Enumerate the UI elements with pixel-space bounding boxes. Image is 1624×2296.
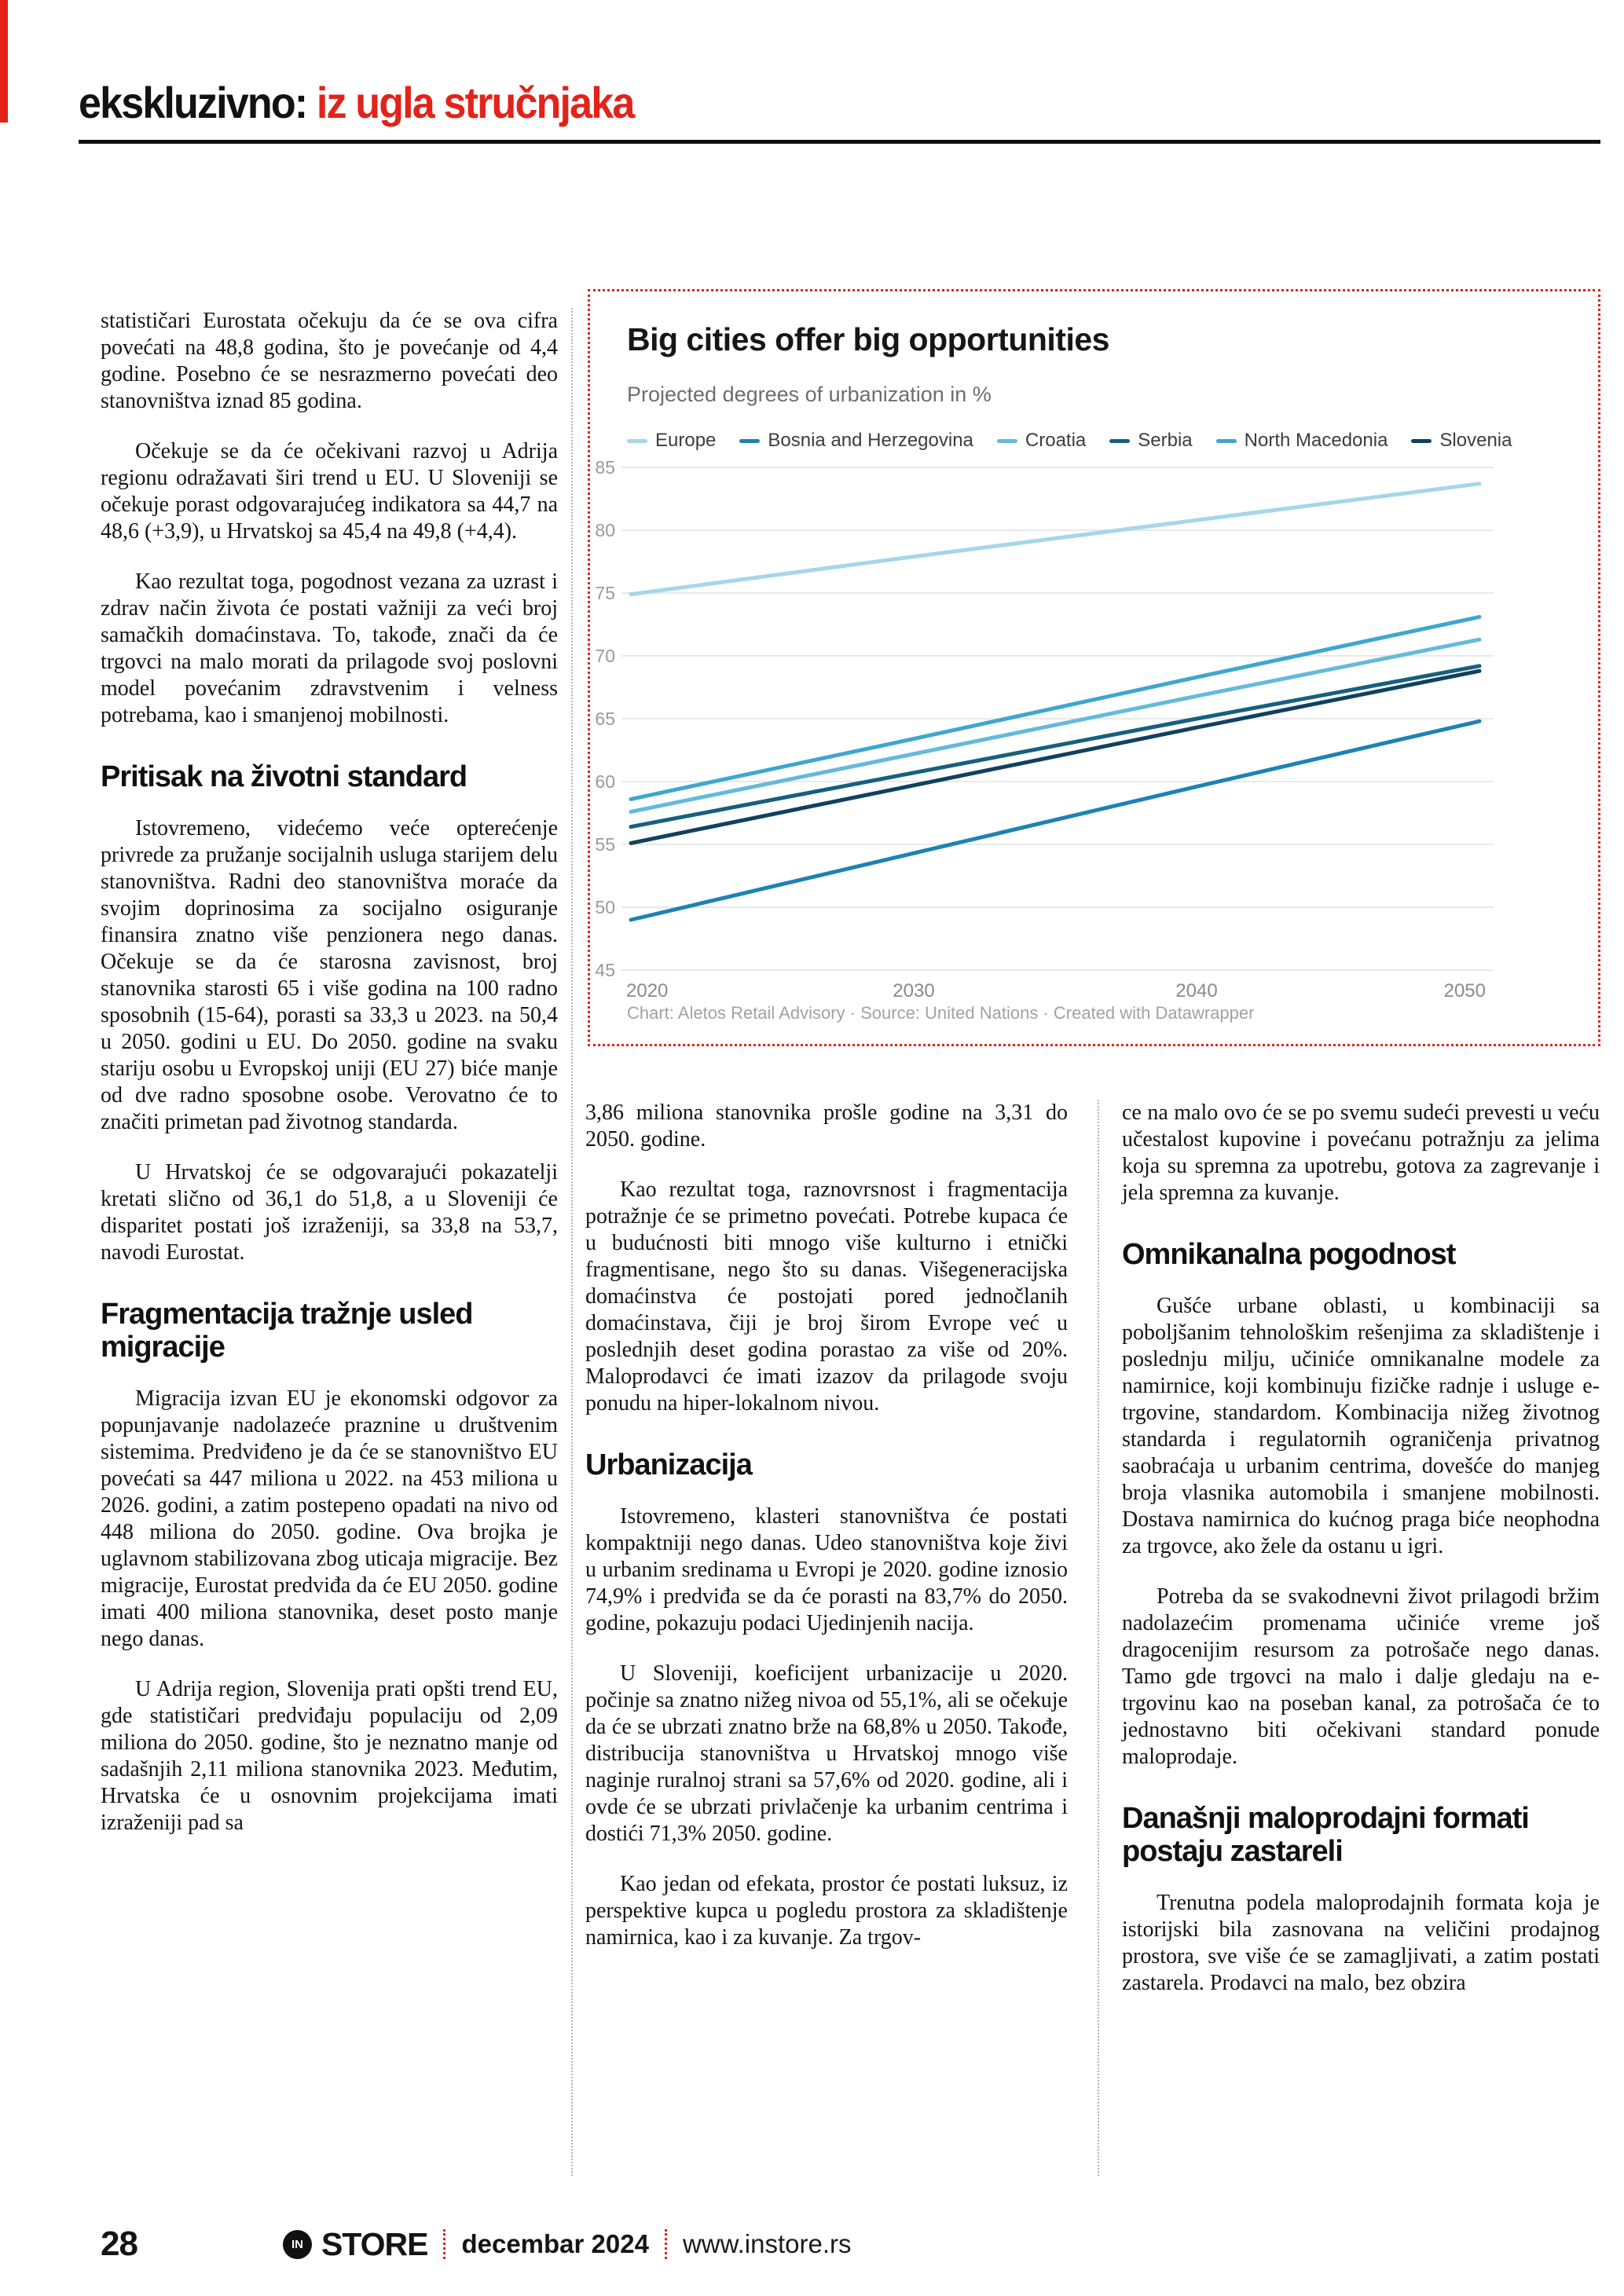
column-rule-right [1098,1100,1099,2176]
y-tick-label: 55 [595,834,615,855]
x-tick-label: 2030 [893,980,934,1002]
section-heading: Fragmentacija tražnje usled migracije [101,1298,474,1364]
top-accent-bar [0,0,8,123]
x-tick-label: 2050 [1444,980,1486,1002]
y-tick-label: 85 [595,457,615,478]
legend-label: Serbia [1138,430,1193,451]
chart-line-europe [629,482,1482,597]
paragraph: Kao jedan od efekata, prostor će postati… [585,1872,1068,1950]
legend-label: Slovenia [1439,430,1512,451]
y-tick-label: 60 [595,771,615,792]
chart-line-slovenia [629,668,1482,845]
chart-legend: Europe Bosnia and Herzegovina Croatia Serbi… [627,430,1512,452]
paragraph: Potreba da se svakodnevni život prilagod… [1122,1584,1600,1769]
chart-plot: 85 80 75 70 65 60 55 50 45 2020 2030 2040 2050 [595,457,1494,1002]
paragraph: 3,86 miliona stanovnika prošle godine na… [585,1100,1068,1152]
paragraph: Trenutna podela maloprodajnih formata ko… [1122,1891,1600,1995]
chart-panel: 85 80 75 70 65 60 55 50 45 2020 2030 2040 2050 Big c… [588,289,1600,1046]
paragraph: Istovremeno, videćemo veće opterećenje p… [101,816,558,1134]
section-heading: Današnji maloprodajni formati postaju za… [1122,1802,1530,1868]
paragraph: U Adrija region, Slovenija prati opšti t… [101,1677,558,1835]
paragraph: Gušće urbane oblasti, u kombinaciji sa p… [1122,1294,1600,1558]
paragraph: U Hrvatskoj će se odgovarajući pokazatel… [101,1160,558,1265]
section-heading: Urbanizacija [585,1448,753,1481]
paragraph: ce na malo ovo će se po svemu sudeći pre… [1122,1100,1600,1205]
masthead-black: ekskluzivno: [79,78,308,127]
paragraph: statističari Eurostata očekuju da će se … [101,309,558,413]
legend-label: Bosnia and Herzegovina [768,430,973,451]
chart-title: Big cities offer big opportunities [627,321,1109,357]
column-rule-left [571,308,573,2176]
legend-item: Bosnia and Herzegovina [739,430,973,452]
paragraph: Kao rezultat toga, pogodnost vezana za u… [101,569,558,727]
y-tick-label: 65 [595,709,615,729]
legend-swatch [1411,438,1432,443]
brand-name: STORE [321,2225,428,2262]
y-tick-label: 45 [595,960,615,980]
section-heading: Pritisak na životni standard [101,760,467,793]
paragraph: Migracija izvan EU je ekonomski odgovor … [101,1386,558,1651]
footer-date: decembar 2024 [461,2229,649,2258]
footer-url: www.instore.rs [682,2229,852,2258]
y-tick-label: 75 [595,583,615,603]
footer: 28 IN STORE decembar 2024 www.instore.rs [101,2225,852,2264]
chart-line-north-macedonia [629,614,1482,801]
legend-item: Europe [627,430,716,452]
legend-swatch [996,438,1017,443]
legend-item: Slovenia [1411,430,1512,452]
page-number: 28 [101,2225,138,2263]
y-tick-label: 70 [595,646,615,666]
chart-subtitle: Projected degrees of urbanization in % [627,383,992,406]
paragraph: U Sloveniji, koeficijent urbanizacije u … [585,1661,1068,1846]
chart-line-bosnia-and-herzegovina [629,719,1482,922]
legend-label: Europe [655,430,717,451]
y-tick-label: 50 [595,897,615,917]
y-tick-label: 80 [595,520,615,540]
article-column-middle: 3,86 miliona stanovnika prošle godine na… [585,1100,1068,1975]
x-tick-label: 2040 [1175,980,1217,1002]
chart-line-serbia [629,664,1482,829]
header-rule [79,140,1600,144]
chart-caption: Chart: Aletos Retail Advisory · Source: … [627,1003,1255,1023]
legend-swatch [739,438,761,443]
masthead-red: iz ugla stručnjaka [306,78,635,127]
x-tick-label: 2020 [626,980,668,1002]
instore-logo-icon: IN [282,2229,312,2259]
legend-item: North Macedonia [1215,430,1388,452]
legend-label: North Macedonia [1244,430,1388,451]
legend-swatch [627,438,647,443]
masthead: ekskluzivno: iz ugla stručnjaka [79,77,635,128]
legend-label: Croatia [1025,430,1087,451]
paragraph: Kao rezultat toga, raznovrsnost i fragme… [585,1177,1068,1415]
paragraph: Istovremeno, klasteri stanovništva će po… [585,1504,1068,1635]
brand: IN STORE [282,2225,428,2263]
footer-separator [443,2229,446,2259]
article-column-right: ce na malo ovo će se po svemu sudeći pre… [1122,1100,1600,2020]
legend-swatch [1215,438,1237,443]
paragraph: Očekuje se da će očekivani razvoj u Adri… [101,439,558,544]
legend-swatch [1109,438,1131,443]
article-column-left: statističari Eurostata očekuju da će se … [101,308,558,1860]
legend-item: Croatia [996,430,1087,452]
section-heading: Omnikanalna pogodnost [1122,1238,1456,1271]
chart-line-croatia [629,637,1482,814]
footer-separator [664,2229,667,2259]
legend-item: Serbia [1109,430,1193,452]
